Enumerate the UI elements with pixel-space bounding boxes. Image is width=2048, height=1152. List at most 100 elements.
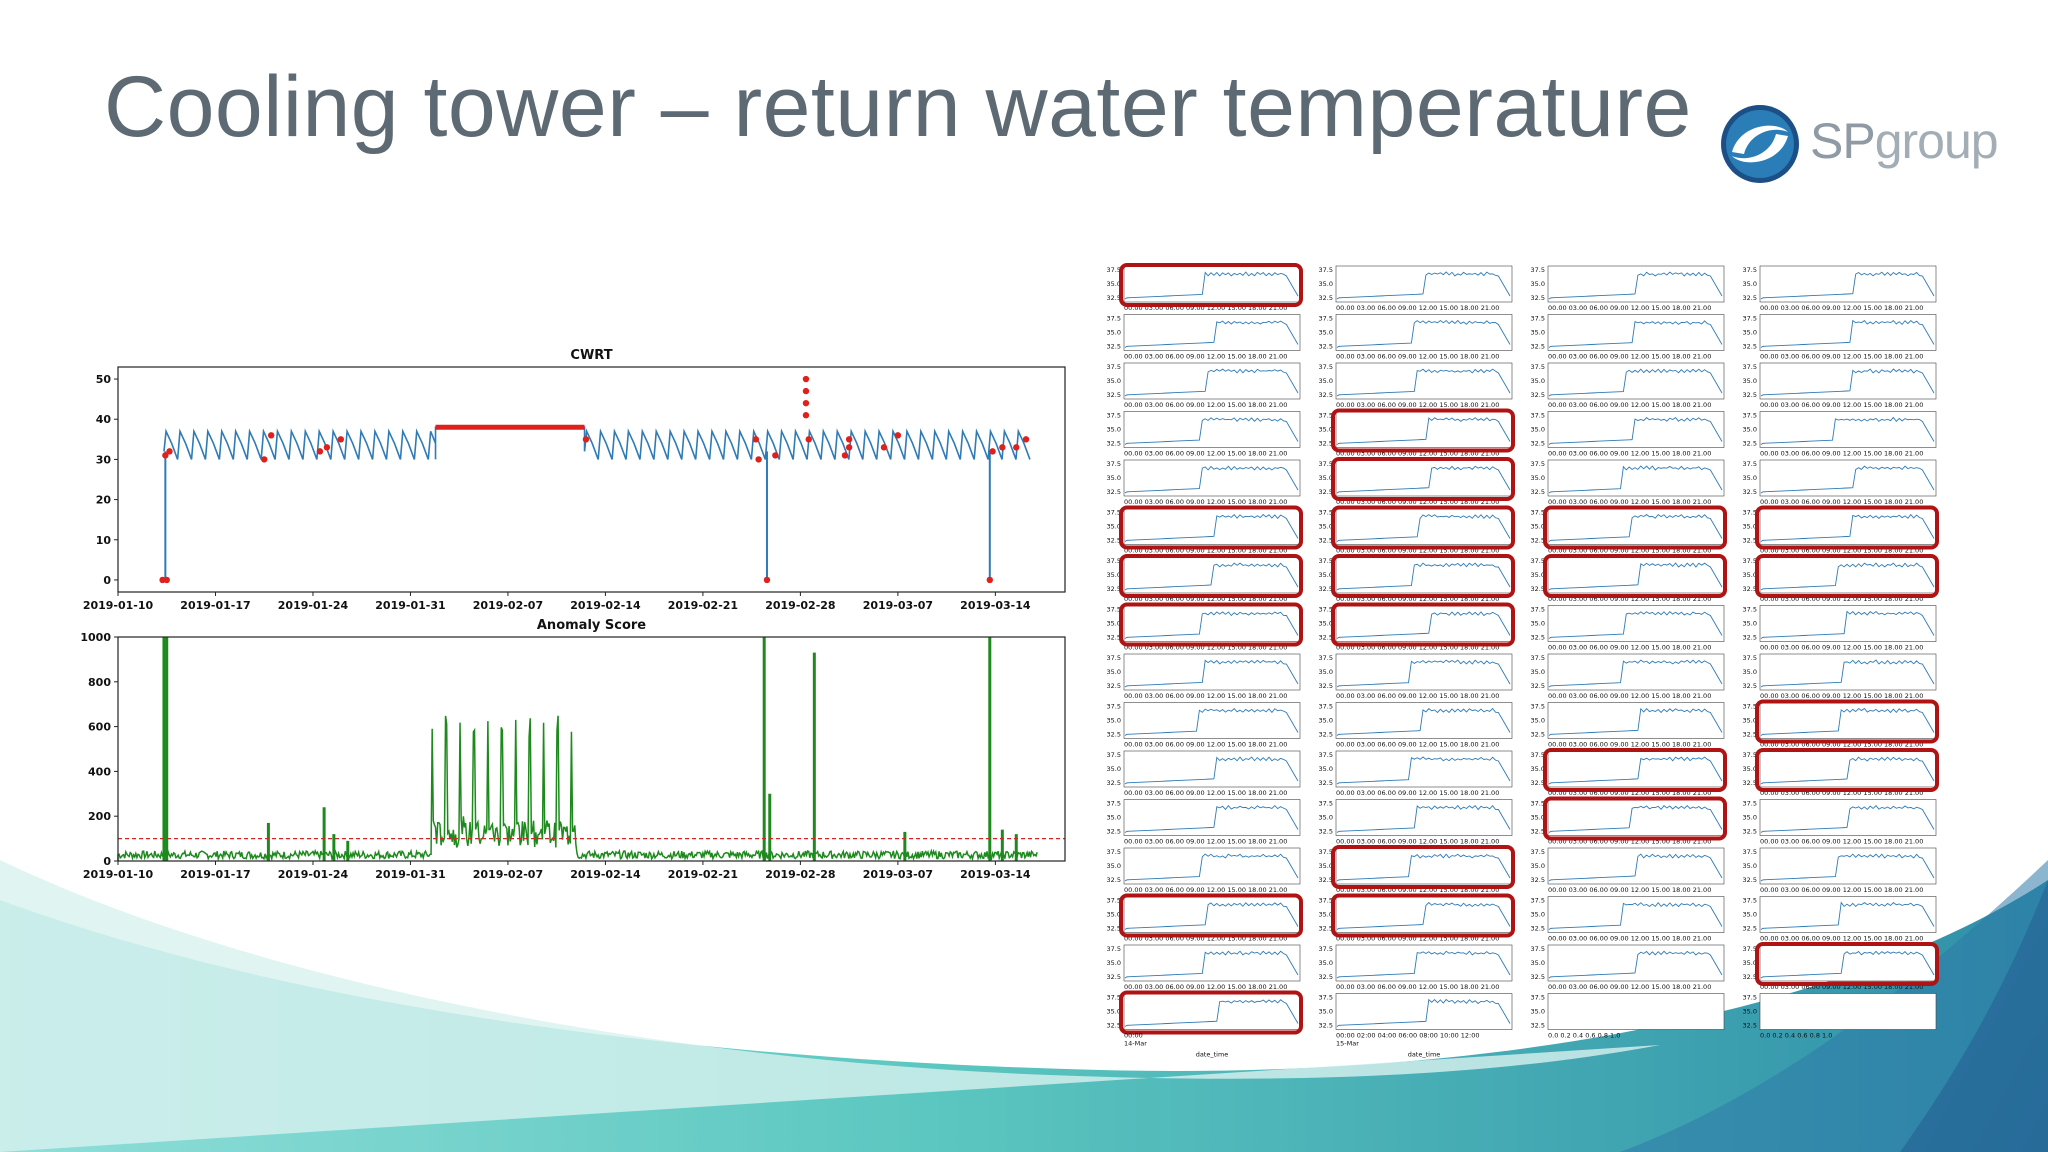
mini-chart: 32.5 35.0 37.5 00.00 03.00 06.00 09.00 12.0…	[1743, 799, 1937, 846]
mini-chart-y-tick-label: 32.5	[1319, 1022, 1333, 1030]
mini-chart: 32.5 35.0 37.5 00.00 03.00 06.00 09.00 12.0…	[1107, 411, 1301, 458]
mini-chart-y-tick-label: 37.5	[1531, 363, 1545, 371]
mini-chart-y-tick-label: 37.5	[1743, 751, 1757, 759]
mini-chart-y-tick-label: 37.5	[1319, 994, 1333, 1002]
anomaly-title: Anomaly Score	[537, 618, 646, 633]
mini-chart-y-tick-label: 35.0	[1107, 474, 1121, 482]
mini-chart-y-tick-label: 32.5	[1319, 440, 1333, 448]
mini-chart-line	[1760, 562, 1935, 591]
mini-chart: 32.5 35.0 37.5 00.00 03.00 06.00 09.00 12.0…	[1531, 796, 1727, 846]
mini-chart-line	[1124, 853, 1299, 882]
mini-chart-y-tick-label: 32.5	[1531, 537, 1545, 545]
mini-chart-y-tick-label: 35.0	[1107, 1008, 1121, 1016]
cwrt-anomaly-point	[802, 387, 810, 395]
mini-chart-y-tick-label: 37.5	[1743, 606, 1757, 614]
mini-chart-line	[1124, 320, 1299, 348]
anomaly-x-tick-label: 2019-01-31	[375, 868, 445, 881]
mini-chart-frame	[1547, 314, 1725, 351]
mini-chart: 32.5 35.0 37.5 00.00 03.00 06.00 09.00 12.0…	[1531, 459, 1725, 506]
mini-chart-y-tick-label: 32.5	[1107, 731, 1121, 739]
mini-chart-line	[1336, 998, 1511, 1027]
mini-chart-y-tick-label: 37.5	[1743, 460, 1757, 468]
mini-chart-y-tick-label: 35.0	[1743, 911, 1757, 919]
mini-chart-y-tick-label: 37.5	[1107, 751, 1121, 759]
mini-chart: 32.5 35.0 37.5 00.00 03.00 06.00 09.00 12.0…	[1319, 554, 1515, 603]
mini-chart: 32.5 35.0 37.5 00.00 03.00 06.00 09.00 12.0…	[1107, 459, 1301, 506]
mini-chart-y-tick-label: 32.5	[1319, 973, 1333, 981]
mini-chart-x-tick-label: 00.00 03.00 06.00 09.00 12.00 15.00 18.0…	[1124, 353, 1287, 361]
mini-chart-x-tick-label: 00.00 03.00 06.00 09.00 12.00 15.00 18.0…	[1760, 644, 1923, 652]
mini-chart-x-tick-label: 00.00 03.00 06.00 09.00 12.00 15.00 18.0…	[1336, 644, 1499, 652]
mini-chart-x-tick-label: 00.00 03.00 06.00 09.00 12.00 15.00 18.0…	[1548, 741, 1711, 749]
cwrt-anomaly-point	[1022, 436, 1030, 443]
cwrt-anomaly-point	[166, 448, 173, 455]
mini-chart-line	[1124, 950, 1299, 979]
mini-chart-y-tick-label: 37.5	[1531, 266, 1545, 274]
anomaly-plot-frame	[117, 636, 1066, 862]
mini-chart-y-tick-label: 35.0	[1531, 1008, 1545, 1016]
mini-chart-y-tick-label: 37.5	[1531, 654, 1545, 662]
mini-chart-line	[1336, 853, 1511, 882]
mini-chart-y-tick-label: 35.0	[1319, 426, 1333, 434]
mini-chart-y-tick-label: 32.5	[1531, 876, 1545, 884]
mini-chart-y-tick-label: 32.5	[1531, 731, 1545, 739]
mini-chart: 32.5 35.0 37.5 00:00 02:00 04:00 06:00 08:0…	[1319, 993, 1513, 1059]
cwrt-anomaly-point	[989, 448, 996, 455]
mini-chart-y-tick-label: 35.0	[1319, 377, 1333, 385]
mini-chart: 32.5 35.0 37.5 00.00 03.00 06.00 09.00 12.0…	[1107, 750, 1301, 797]
cwrt-anomaly-point	[752, 436, 760, 443]
mini-chart: 32.5 35.0 37.5 00.00 03.00 06.00 09.00 12.0…	[1531, 554, 1727, 603]
mini-chart-y-tick-label: 32.5	[1107, 488, 1121, 496]
mini-chart-frame	[1547, 508, 1725, 545]
cwrt-anomaly-point	[841, 452, 849, 459]
mini-chart-y-tick-label: 35.0	[1107, 523, 1121, 531]
anomaly-highlight-box	[1543, 554, 1727, 598]
mini-chart-line	[1124, 659, 1299, 688]
mini-chart-y-tick-label: 37.5	[1531, 703, 1545, 711]
mini-chart: 32.5 35.0 37.5 00.00 03.00 06.00 09.00 12.0…	[1531, 314, 1725, 361]
mini-chart-y-tick-label: 32.5	[1743, 391, 1757, 399]
mini-chart-x-tick-label: 00.00 03.00 06.00 09.00 12.00 15.00 18.0…	[1760, 983, 1923, 991]
mini-chart-y-tick-label: 32.5	[1531, 1022, 1545, 1030]
mini-chart: 32.5 35.0 37.5 00.00 03.00 06.00 09.00 12.0…	[1319, 505, 1515, 555]
mini-chart-y-tick-label: 37.5	[1531, 994, 1545, 1002]
mini-chart-y-tick-label: 37.5	[1319, 266, 1333, 274]
sp-swirl-icon	[1721, 105, 1799, 183]
mini-chart-y-tick-label: 32.5	[1743, 440, 1757, 448]
mini-chart-x-tick-label: 00.00 03.00 06.00 09.00 12.00 15.00 18.0…	[1336, 983, 1499, 991]
mini-chart-y-tick-label: 32.5	[1531, 440, 1545, 448]
mini-chart-y-tick-label: 32.5	[1743, 537, 1757, 545]
mini-chart-y-tick-label: 37.5	[1319, 363, 1333, 371]
mini-chart-x-tick-label: 00.00 03.00 06.00 09.00 12.00 15.00 18.0…	[1124, 741, 1287, 749]
mini-chart-x-tick-label: 00.00 03.00 06.00 09.00 12.00 15.00 18.0…	[1336, 547, 1499, 555]
mini-chart-y-tick-label: 35.0	[1743, 523, 1757, 531]
mini-chart-y-tick-label: 32.5	[1743, 779, 1757, 787]
mini-chart-y-tick-label: 35.0	[1319, 620, 1333, 628]
mini-chart-frame	[1123, 362, 1301, 400]
cwrt-anomaly-charts: CWRT 0 10 20 30 40 50 2019-01-10 2019-01-17 2019-…	[80, 348, 1066, 881]
mini-chart-y-tick-label: 32.5	[1531, 585, 1545, 593]
mini-chart-frame	[1123, 993, 1301, 1030]
mini-chart-x-tick-label: 00.00 03.00 06.00 09.00 12.00 15.00 18.0…	[1124, 886, 1287, 894]
mini-chart-y-tick-label: 37.5	[1319, 800, 1333, 808]
mini-chart-frame	[1335, 653, 1513, 691]
mini-chart-line	[1124, 707, 1299, 736]
mini-chart-y-tick-label: 35.0	[1531, 280, 1545, 288]
logo-brand-suffix: group	[1874, 113, 1999, 169]
mini-chart-line	[1548, 659, 1723, 688]
cwrt-anomaly-point	[802, 412, 810, 419]
mini-chart-frame	[1759, 799, 1937, 836]
cwrt-anomaly-point	[261, 456, 268, 463]
cwrt-x-tick-label: 2019-01-10	[83, 599, 154, 612]
mini-chart-x-tick-label: 00.00 03.00 06.00 09.00 12.00 15.00 18.0…	[1760, 498, 1923, 506]
mini-chart-x-tick-label: 00.00 03.00 06.00 09.00 12.00 15.00 18.0…	[1548, 789, 1711, 797]
mini-chart-frame	[1123, 702, 1301, 739]
mini-chart-y-tick-label: 35.0	[1531, 474, 1545, 482]
mini-chart-y-tick-label: 32.5	[1107, 294, 1121, 302]
mini-chart-y-tick-label: 35.0	[1531, 911, 1545, 919]
mini-chart-y-tick-label: 35.0	[1319, 523, 1333, 531]
mini-chart-frame	[1547, 847, 1725, 885]
mini-chart-frame	[1547, 750, 1725, 788]
sp-group-logo: SPgroup	[1718, 102, 1999, 186]
mini-chart-frame	[1123, 799, 1301, 836]
